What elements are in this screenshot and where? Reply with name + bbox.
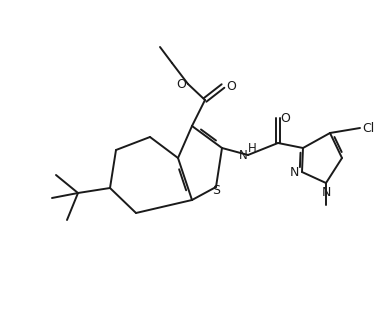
Text: H: H <box>248 142 257 155</box>
Text: O: O <box>226 79 236 92</box>
Text: Cl: Cl <box>362 121 374 134</box>
Text: O: O <box>176 78 186 91</box>
Text: N: N <box>290 166 299 179</box>
Text: N: N <box>239 149 248 162</box>
Text: O: O <box>280 112 290 125</box>
Text: N: N <box>321 186 331 199</box>
Text: S: S <box>212 184 220 197</box>
